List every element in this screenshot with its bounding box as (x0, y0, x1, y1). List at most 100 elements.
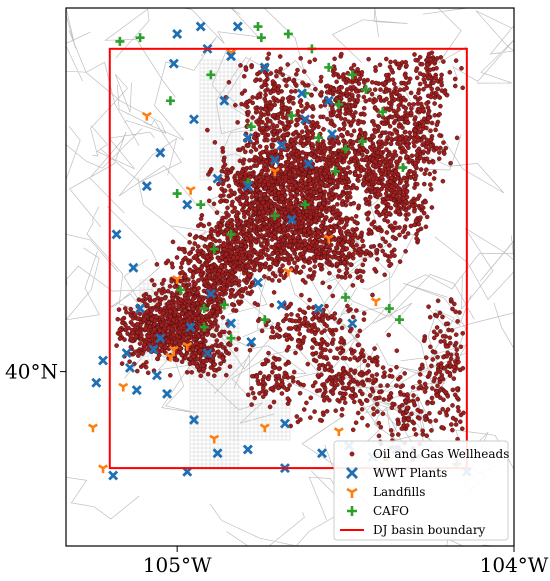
wellhead-point (305, 361, 311, 367)
wellhead-point (304, 209, 310, 214)
wellhead-point (326, 161, 332, 166)
wellhead-point (300, 277, 306, 283)
wellhead-point (257, 144, 263, 149)
wellhead-point (306, 328, 311, 333)
wellhead-point (260, 125, 266, 131)
wellhead-point (233, 275, 239, 281)
wellhead-point (229, 167, 234, 172)
wellhead-point (298, 162, 303, 168)
wellhead-point (296, 208, 302, 214)
wellhead-point (246, 109, 251, 115)
wellhead-point (317, 387, 323, 393)
wellhead-point (397, 232, 402, 238)
wellhead-point (404, 154, 409, 159)
wellhead-point (277, 70, 283, 75)
wellhead-point (365, 362, 371, 368)
wellhead-point (270, 251, 275, 257)
wellhead-point (310, 316, 315, 322)
wellhead-point (359, 130, 364, 135)
wellhead-point (349, 92, 355, 98)
wellhead-point (318, 78, 324, 84)
wellhead-point (271, 128, 277, 134)
wellhead-point (218, 199, 223, 204)
wellhead-point (392, 253, 397, 258)
wellhead-point (333, 224, 339, 230)
wellhead-point (322, 366, 328, 372)
wellhead-point (344, 198, 350, 203)
wellhead-point (379, 168, 385, 173)
wellhead-point (306, 137, 311, 143)
wellhead-point (211, 201, 217, 207)
wellhead-point (312, 231, 318, 236)
wellhead-point (436, 156, 442, 161)
wellhead-point (425, 150, 431, 155)
wellhead-point (347, 273, 353, 279)
wellhead-point (170, 239, 176, 245)
wellhead-point (339, 51, 344, 57)
wellhead-point (235, 120, 240, 125)
wellhead-point (306, 130, 311, 135)
wellhead-point (313, 196, 319, 201)
wellhead-point (311, 126, 316, 131)
wellhead-point (229, 302, 235, 307)
wellhead-point (239, 207, 245, 213)
wellhead-point (225, 205, 230, 211)
wellhead-point (244, 236, 249, 241)
wellhead-point (361, 80, 367, 85)
wellhead-point (407, 157, 413, 163)
wellhead-point (327, 327, 332, 333)
wellhead-point (263, 99, 269, 105)
wellhead-point (301, 407, 307, 412)
wellhead-point (297, 133, 303, 139)
wellhead-point (330, 332, 336, 337)
wellhead-point (265, 228, 270, 234)
wellhead-point (281, 245, 287, 251)
wellhead-point (238, 293, 244, 299)
wellhead-point (293, 88, 298, 94)
wellhead-point (244, 195, 249, 200)
wellhead-point (350, 251, 356, 257)
wellhead-point (341, 126, 347, 132)
wellhead-point (342, 400, 348, 406)
wellhead-point (281, 275, 287, 281)
wellhead-point (352, 355, 357, 360)
wellhead-point (332, 316, 337, 321)
wellhead-point (306, 205, 312, 210)
wellhead-point (390, 234, 396, 240)
wellhead-point (198, 373, 204, 379)
wellhead-point (428, 186, 434, 192)
wellhead-point (367, 97, 373, 103)
wellhead-point (295, 67, 300, 73)
wellhead-point (219, 255, 225, 260)
wellhead-point (328, 113, 334, 118)
wellhead-point (389, 114, 395, 120)
wellhead-point (279, 196, 285, 202)
wellhead-point (380, 156, 386, 162)
wellhead-point (232, 190, 237, 196)
wellhead-point (289, 195, 294, 201)
wellhead-point (346, 231, 351, 237)
wellhead-point (392, 149, 398, 154)
wellhead-point (209, 166, 214, 172)
wellhead-point (206, 221, 212, 227)
wellhead-point (280, 237, 286, 243)
wellhead-point (368, 229, 373, 235)
wellhead-point (330, 254, 335, 260)
wellhead-point (369, 373, 375, 379)
wellhead-point (134, 368, 140, 374)
wellhead-point (317, 417, 323, 423)
wellhead-point (415, 137, 421, 143)
wellhead-point (322, 386, 328, 391)
wellhead-point (330, 337, 336, 343)
wellhead-point (311, 169, 316, 175)
wellhead-point (179, 278, 184, 284)
wellhead-point (365, 216, 371, 222)
wellhead-point (198, 216, 204, 221)
wellhead-point (276, 278, 282, 283)
wellhead-point (218, 333, 223, 339)
wellhead-point (440, 178, 446, 184)
wellhead-point (239, 249, 245, 255)
wellhead-point (386, 100, 392, 106)
wellhead-point (373, 98, 379, 103)
wellhead-point (405, 171, 411, 177)
